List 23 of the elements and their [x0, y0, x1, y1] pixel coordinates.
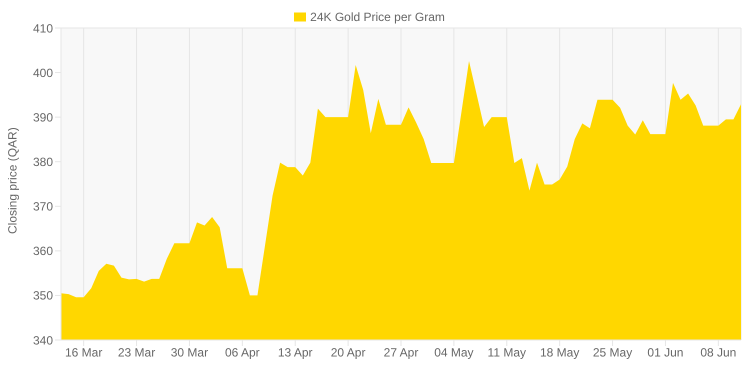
x-tick-label: 18 May: [540, 346, 580, 360]
x-tick-label: 08 Jun: [700, 346, 736, 360]
x-tick-label: 20 Apr: [330, 346, 366, 360]
x-tick-label: 06 Apr: [224, 346, 260, 360]
y-tick-label: 380: [32, 154, 54, 169]
y-tick-label: 400: [32, 66, 54, 80]
y-tick-label: 350: [32, 288, 54, 303]
y-tick-label: 340: [32, 333, 54, 348]
y-tick-label: 410: [32, 21, 54, 36]
x-tick-label: 01 Jun: [647, 346, 684, 360]
x-tick-label: 27 Apr: [384, 346, 418, 360]
y-tick-label: 370: [32, 200, 54, 214]
x-tick-label: 13 Apr: [278, 346, 313, 360]
y-tick-label: 360: [32, 244, 54, 258]
x-tick-label: 25 May: [592, 346, 632, 360]
y-tick-label: 390: [32, 110, 54, 124]
x-tick-label: 30 Mar: [170, 346, 208, 360]
x-tick-label: 11 May: [488, 346, 526, 360]
legend-label: 24K Gold Price per Gram: [310, 10, 445, 24]
x-tick-label: 04 May: [434, 346, 474, 360]
x-tick-label: 16 Mar: [64, 346, 102, 360]
y-axis-title: Closing price (QAR): [5, 127, 20, 234]
x-tick-label: 23 Mar: [118, 346, 156, 360]
